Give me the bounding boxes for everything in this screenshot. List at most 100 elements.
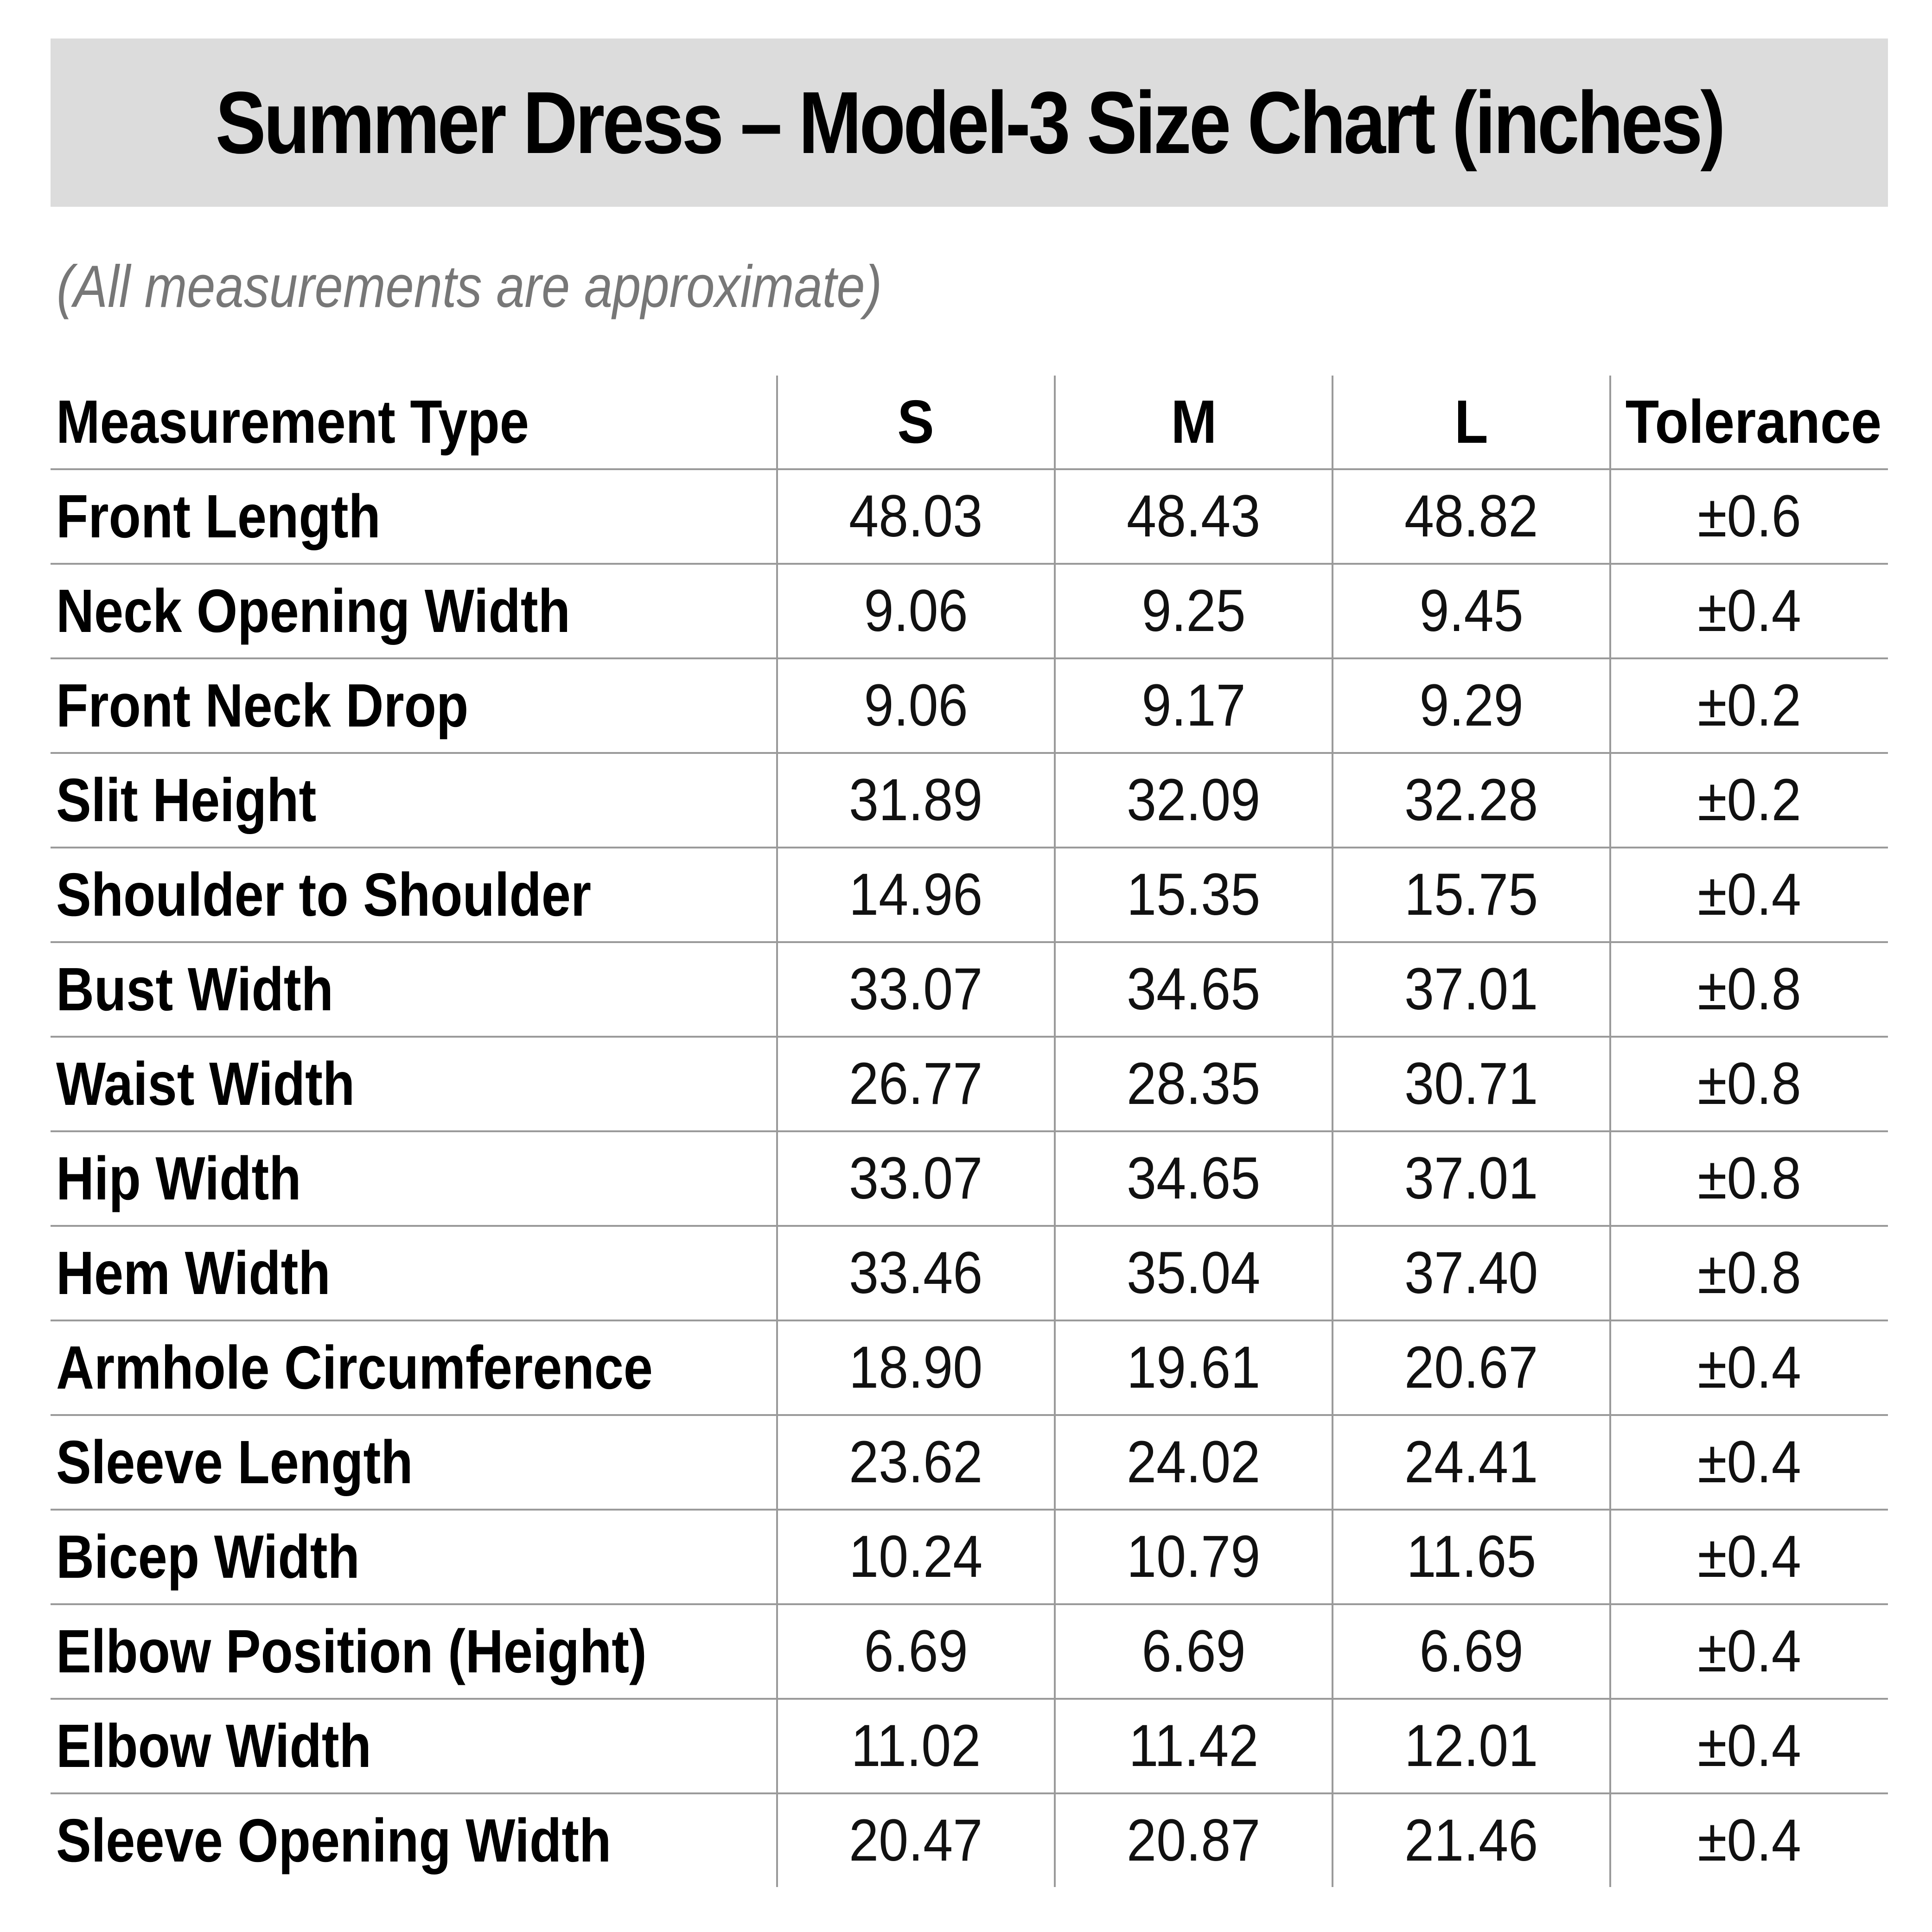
measurement-name: Sleeve Length: [51, 1415, 777, 1511]
tolerance-value: ±0.4: [1609, 1699, 1888, 1794]
tolerance-value: ±0.2: [1609, 658, 1888, 754]
size-s-value: 33.07: [776, 1131, 1055, 1227]
measurement-name: Bust Width: [51, 942, 777, 1038]
table-row: Hip Width 33.07 34.65 37.01 ±0.8: [51, 1131, 1888, 1227]
size-m-value: 32.09: [1054, 753, 1333, 848]
measurement-name: Hem Width: [51, 1226, 777, 1321]
measurement-name: Elbow Position (Height): [51, 1604, 777, 1700]
size-l-value: 11.65: [1332, 1510, 1610, 1605]
size-s-value: 20.47: [776, 1793, 1055, 1887]
table-row: Elbow Width 11.02 11.42 12.01 ±0.4: [51, 1699, 1888, 1794]
tolerance-value: ±0.6: [1609, 469, 1888, 565]
header-measurement-type: Measurement Type: [51, 376, 777, 470]
size-s-value: 6.69: [776, 1604, 1055, 1700]
size-l-value: 6.69: [1332, 1604, 1610, 1700]
tolerance-value: ±0.4: [1609, 1415, 1888, 1511]
size-l-value: 24.41: [1332, 1415, 1610, 1511]
measurement-name: Bicep Width: [51, 1510, 777, 1605]
table-row: Neck Opening Width 9.06 9.25 9.45 ±0.4: [51, 564, 1888, 659]
size-m-value: 19.61: [1054, 1320, 1333, 1416]
tolerance-value: ±0.4: [1609, 1510, 1888, 1605]
measurement-name: Hip Width: [51, 1131, 777, 1227]
size-m-value: 20.87: [1054, 1793, 1333, 1887]
size-m-value: 24.02: [1054, 1415, 1333, 1511]
size-s-value: 31.89: [776, 753, 1055, 848]
table-row: Front Length 48.03 48.43 48.82 ±0.6: [51, 469, 1888, 565]
size-m-value: 28.35: [1054, 1037, 1333, 1132]
size-s-value: 23.62: [776, 1415, 1055, 1511]
size-m-value: 15.35: [1054, 848, 1333, 943]
size-l-value: 9.45: [1332, 564, 1610, 659]
tolerance-value: ±0.4: [1609, 1793, 1888, 1887]
size-l-value: 9.29: [1332, 658, 1610, 754]
table-row: Slit Height 31.89 32.09 32.28 ±0.2: [51, 753, 1888, 848]
tolerance-value: ±0.4: [1609, 848, 1888, 943]
size-s-value: 10.24: [776, 1510, 1055, 1605]
measurement-name: Waist Width: [51, 1037, 777, 1132]
header-size-l: L: [1332, 376, 1610, 470]
table-row: Shoulder to Shoulder 14.96 15.35 15.75 ±0.4: [51, 848, 1888, 943]
tolerance-value: ±0.4: [1609, 1320, 1888, 1416]
size-s-value: 18.90: [776, 1320, 1055, 1416]
header-size-m: M: [1054, 376, 1333, 470]
header-tolerance: Tolerance: [1609, 376, 1888, 470]
table-row: Elbow Position (Height) 6.69 6.69 6.69 ±0.4: [51, 1604, 1888, 1700]
size-l-value: 21.46: [1332, 1793, 1610, 1887]
tolerance-value: ±0.4: [1609, 1604, 1888, 1700]
subtitle-note: (All measurements are approximate): [57, 254, 882, 320]
size-s-value: 33.46: [776, 1226, 1055, 1321]
size-l-value: 37.01: [1332, 1131, 1610, 1227]
size-m-value: 34.65: [1054, 1131, 1333, 1227]
measurement-name: Elbow Width: [51, 1699, 777, 1794]
size-l-value: 48.82: [1332, 469, 1610, 565]
page-title: Summer Dress – Model-3 Size Chart (inche…: [215, 73, 1725, 172]
tolerance-value: ±0.2: [1609, 753, 1888, 848]
size-l-value: 20.67: [1332, 1320, 1610, 1416]
size-s-value: 9.06: [776, 564, 1055, 659]
size-s-value: 48.03: [776, 469, 1055, 565]
tolerance-value: ±0.8: [1609, 1131, 1888, 1227]
tolerance-value: ±0.8: [1609, 1037, 1888, 1132]
tolerance-value: ±0.8: [1609, 1226, 1888, 1321]
measurement-name: Shoulder to Shoulder: [51, 848, 777, 943]
table-row: Sleeve Length 23.62 24.02 24.41 ±0.4: [51, 1415, 1888, 1511]
size-m-value: 10.79: [1054, 1510, 1333, 1605]
size-m-value: 9.17: [1054, 658, 1333, 754]
table-row: Bicep Width 10.24 10.79 11.65 ±0.4: [51, 1510, 1888, 1605]
title-banner: Summer Dress – Model-3 Size Chart (inche…: [51, 38, 1888, 207]
size-l-value: 12.01: [1332, 1699, 1610, 1794]
size-m-value: 35.04: [1054, 1226, 1333, 1321]
table-row: Front Neck Drop 9.06 9.17 9.29 ±0.2: [51, 658, 1888, 754]
size-m-value: 48.43: [1054, 469, 1333, 565]
size-m-value: 6.69: [1054, 1604, 1333, 1700]
table-row: Hem Width 33.46 35.04 37.40 ±0.8: [51, 1226, 1888, 1321]
tolerance-value: ±0.4: [1609, 564, 1888, 659]
size-l-value: 32.28: [1332, 753, 1610, 848]
size-l-value: 30.71: [1332, 1037, 1610, 1132]
measurement-name: Armhole Circumference: [51, 1320, 777, 1416]
size-s-value: 9.06: [776, 658, 1055, 754]
size-m-value: 11.42: [1054, 1699, 1333, 1794]
measurement-name: Front Length: [51, 469, 777, 565]
table-row: Armhole Circumference 18.90 19.61 20.67 ±0.4: [51, 1320, 1888, 1416]
measurement-name: Front Neck Drop: [51, 658, 777, 754]
measurement-name: Neck Opening Width: [51, 564, 777, 659]
size-s-value: 14.96: [776, 848, 1055, 943]
table-row: Waist Width 26.77 28.35 30.71 ±0.8: [51, 1037, 1888, 1132]
measurement-name: Slit Height: [51, 753, 777, 848]
table-row: Sleeve Opening Width 20.47 20.87 21.46 ±0.4: [51, 1793, 1888, 1887]
size-m-value: 9.25: [1054, 564, 1333, 659]
size-l-value: 15.75: [1332, 848, 1610, 943]
table-body: Front Length 48.03 48.43 48.82 ±0.6 Neck Open…: [51, 469, 1888, 1887]
size-s-value: 26.77: [776, 1037, 1055, 1132]
header-size-s: S: [776, 376, 1055, 470]
size-l-value: 37.40: [1332, 1226, 1610, 1321]
size-s-value: 11.02: [776, 1699, 1055, 1794]
size-m-value: 34.65: [1054, 942, 1333, 1038]
table-header-row: Measurement Type S M L Tolerance: [51, 376, 1888, 470]
tolerance-value: ±0.8: [1609, 942, 1888, 1038]
size-l-value: 37.01: [1332, 942, 1610, 1038]
table-row: Bust Width 33.07 34.65 37.01 ±0.8: [51, 942, 1888, 1038]
size-s-value: 33.07: [776, 942, 1055, 1038]
measurement-name: Sleeve Opening Width: [56, 1806, 612, 1875]
